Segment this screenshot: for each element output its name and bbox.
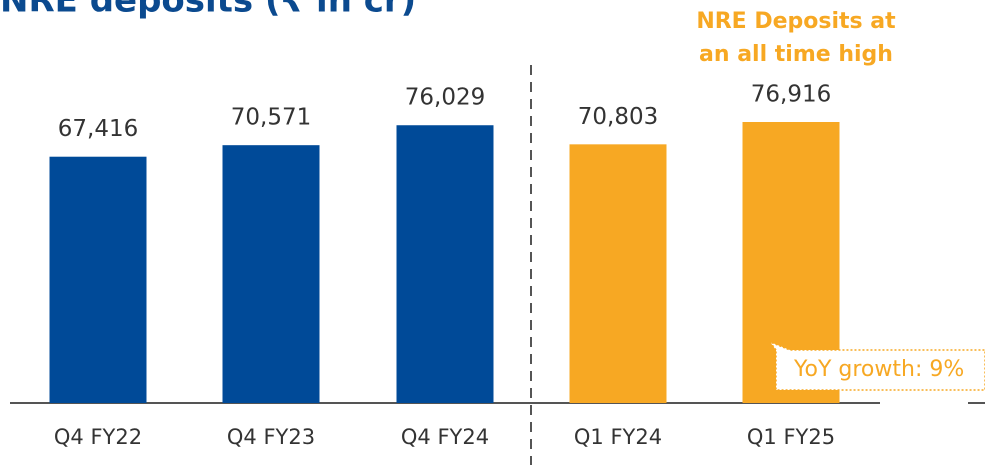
- bars: 67,416 Q4 FY22 70,571 Q4 FY23 76,029 Q4 FY24 7…: [49, 82, 840, 449]
- value-label: 76,029: [405, 85, 485, 111]
- bar: [49, 156, 147, 403]
- x-tick-label: Q1 FY25: [747, 425, 835, 449]
- callout-box: [767, 340, 985, 391]
- bar: [222, 145, 320, 403]
- value-label: 76,916: [751, 82, 831, 108]
- x-tick-label: Q4 FY22: [54, 425, 142, 449]
- annotation: an all time high: [699, 42, 893, 67]
- value-label: 70,571: [231, 105, 311, 131]
- x-tick-label: Q4 FY24: [401, 425, 489, 449]
- x-tick-label: Q1 FY24: [574, 425, 662, 449]
- x-tick-label: Q4 FY23: [227, 425, 315, 449]
- bar: [396, 125, 494, 403]
- annotation: NRE Deposits at: [696, 9, 896, 34]
- callout-text: YoY growth: 9%: [793, 357, 964, 382]
- chart-title: NRE deposits (₹ in cr): [0, 0, 416, 21]
- value-label: 67,416: [58, 116, 138, 142]
- value-label: 70,803: [578, 104, 658, 130]
- bar: [569, 144, 667, 404]
